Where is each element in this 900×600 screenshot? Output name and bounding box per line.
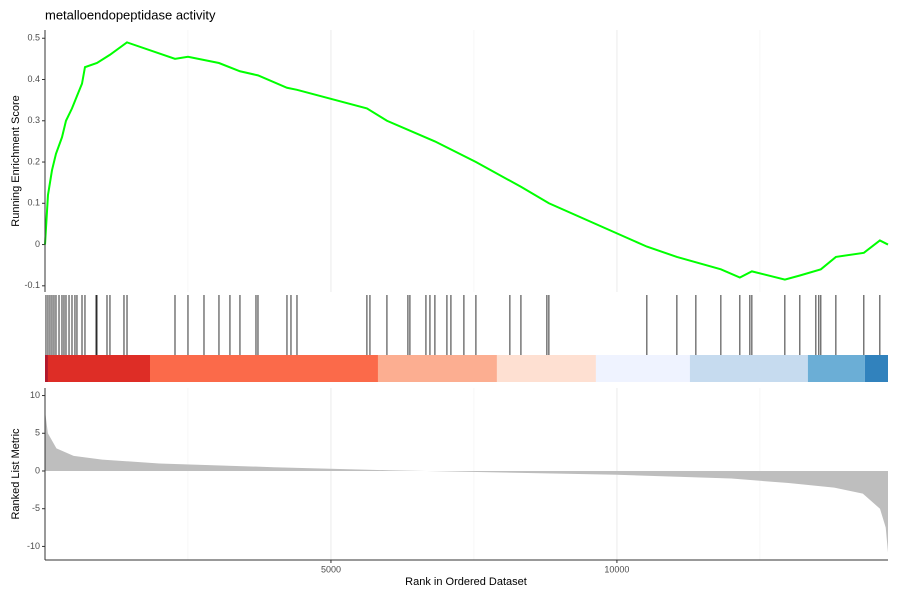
chart-title: metalloendopeptidase activity (45, 7, 216, 22)
y-tick-label: 0 (35, 239, 40, 249)
rank-band (864, 355, 888, 382)
rank-band (47, 355, 151, 382)
y-axis-title: Running Enrichment Score (10, 95, 22, 226)
x-tick-label: 5000 (321, 564, 341, 574)
rank-band (595, 355, 690, 382)
x-axis-title: Rank in Ordered Dataset (405, 576, 527, 588)
x-tick-label: 10000 (604, 564, 629, 574)
y-tick-label: 0.1 (27, 198, 40, 208)
rank-band (807, 355, 865, 382)
y-tick-label: 0.4 (27, 74, 40, 84)
y2-axis-title: Ranked List Metric (10, 428, 22, 520)
y2-tick-label: -5 (32, 503, 40, 513)
rank-band (689, 355, 808, 382)
rank-band (150, 355, 378, 382)
rank-band (45, 355, 48, 382)
y2-tick-label: -10 (27, 541, 40, 551)
rank-band (496, 355, 596, 382)
y2-tick-label: 5 (35, 428, 40, 438)
y2-tick-label: 10 (30, 390, 40, 400)
running-score-line (44, 41, 889, 281)
y-tick-label: 0.5 (27, 33, 40, 43)
y-tick-label: 0.3 (27, 115, 40, 125)
y2-tick-label: 0 (35, 465, 40, 475)
y-tick-label: -0.1 (24, 280, 40, 290)
y-tick-label: 0.2 (27, 156, 40, 166)
metric-area (45, 410, 888, 553)
rank-band (377, 355, 497, 382)
